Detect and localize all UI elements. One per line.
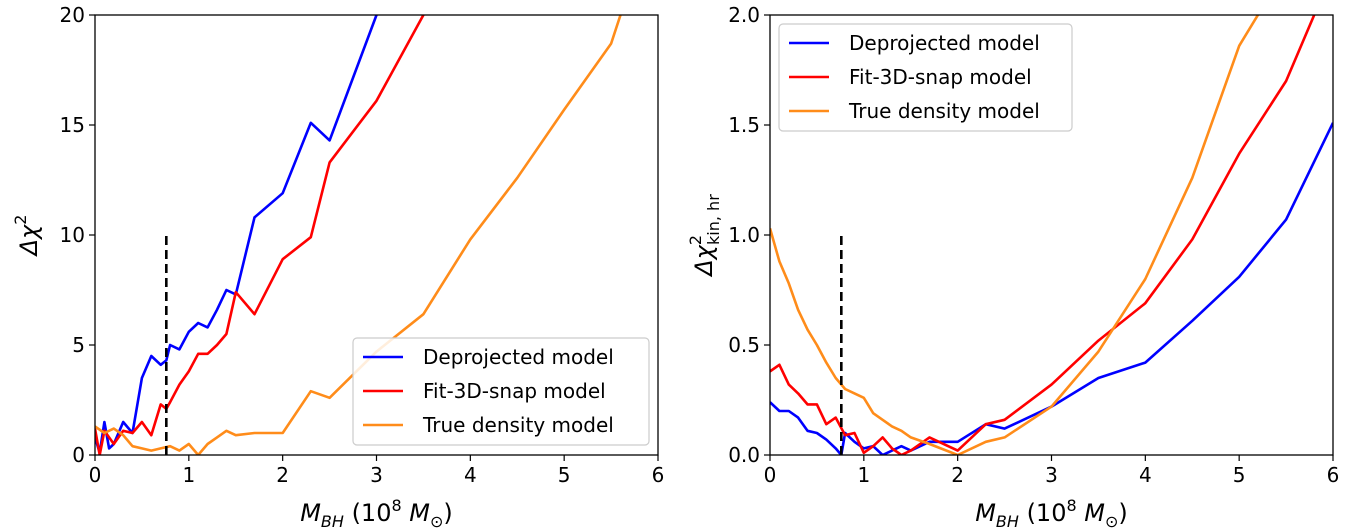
series-line-3 — [770, 15, 1260, 455]
x-tick-label: 4 — [1139, 463, 1152, 487]
y-tick-label: 0 — [72, 443, 85, 467]
y-tick-label: 1.0 — [728, 223, 760, 247]
x-tick-label: 4 — [464, 463, 477, 487]
legend-box — [778, 23, 1073, 132]
series-line-3 — [95, 15, 622, 455]
legend-label-2: Fit-3D-snap model — [423, 379, 606, 403]
y-axis-label: Δχ2kin, hr — [686, 194, 723, 278]
x-tick-label: 3 — [1045, 463, 1058, 487]
series-line-1 — [95, 15, 378, 455]
y-tick-label: 20 — [60, 3, 85, 27]
x-tick-label: 0 — [89, 463, 102, 487]
y-axis-label: Δχ2 — [11, 215, 43, 258]
x-axis-label: MBH (108 M⊙) — [300, 496, 453, 531]
y-tick-label: 0.5 — [728, 333, 760, 357]
legend: Deprojected model Fit-3D-snap model True d… — [352, 337, 650, 446]
legend-label-2: Fit-3D-snap model — [849, 65, 1032, 89]
series-line-1 — [770, 122, 1333, 455]
legend-label-3: True density model — [848, 99, 1040, 123]
chart-panel-2: 0 1 2 3 4 5 6 0.0 0.5 1.0 1.5 2.0 MBH (108 M⊙) Δχ2kin… — [686, 3, 1339, 531]
y-tick-label: 0.0 — [728, 443, 760, 467]
legend-label-3: True density model — [422, 413, 614, 437]
legend: Deprojected model Fit-3D-snap model True d… — [778, 23, 1073, 132]
x-tick-label: 2 — [951, 463, 964, 487]
x-tick-label: 5 — [1233, 463, 1246, 487]
x-tick-label: 1 — [857, 463, 870, 487]
series-line-2 — [770, 15, 1316, 455]
legend-box — [352, 337, 650, 446]
x-tick-label: 6 — [1327, 463, 1340, 487]
x-axis-label: MBH (108 M⊙) — [975, 496, 1128, 531]
y-tick-label: 1.5 — [728, 113, 760, 137]
legend-label-1: Deprojected model — [423, 345, 614, 369]
x-tick-label: 6 — [652, 463, 665, 487]
y-tick-label: 15 — [60, 113, 85, 137]
y-tick-label: 5 — [72, 333, 85, 357]
chart-panel-1: 0 1 2 3 4 5 6 0 5 10 15 20 MBH (108 M⊙) Δχ2 Deprojecte… — [11, 3, 664, 531]
y-tick-label: 2.0 — [728, 3, 760, 27]
x-tick-label: 2 — [276, 463, 289, 487]
x-tick-label: 1 — [182, 463, 195, 487]
x-tick-label: 3 — [370, 463, 383, 487]
y-tick-label: 10 — [60, 223, 85, 247]
x-tick-label: 5 — [558, 463, 571, 487]
x-tick-label: 0 — [764, 463, 777, 487]
legend-label-1: Deprojected model — [849, 31, 1040, 55]
